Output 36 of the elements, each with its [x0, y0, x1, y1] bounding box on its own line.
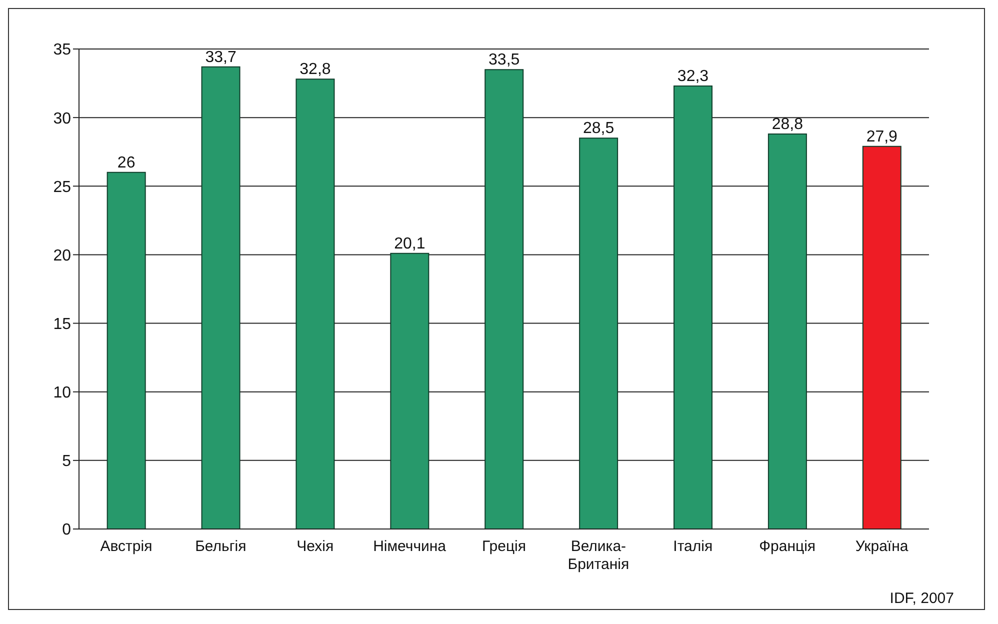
data-label: 33,5: [488, 52, 520, 69]
x-tick-label: Греція: [482, 538, 526, 555]
bar: [106, 172, 146, 529]
data-label: 28,5: [582, 120, 614, 138]
data-label: 20,1: [394, 235, 426, 252]
x-tick-label: Італія: [673, 538, 713, 555]
y-tick-label: 5: [62, 453, 72, 470]
data-label: 32,3: [677, 68, 709, 86]
x-tick-label: Велика-Британія: [568, 538, 630, 573]
bar: [201, 66, 240, 529]
bar: [768, 134, 807, 529]
bar: [390, 252, 430, 529]
data-label: 28,8: [772, 116, 804, 134]
y-tick-label: 35: [53, 42, 72, 59]
y-tick-label: 0: [62, 522, 72, 539]
data-label: 33,7: [205, 48, 236, 66]
x-tick-label: Чехія: [296, 538, 334, 555]
bar: [484, 69, 524, 529]
bar: [296, 78, 335, 529]
x-tick-label: Австрія: [100, 538, 152, 555]
data-label: 26: [117, 154, 136, 172]
x-tick-label: Україна: [855, 538, 909, 555]
y-tick-label: 15: [53, 316, 72, 333]
text: IDF, 2007: [890, 590, 954, 607]
y-tick-label: 25: [53, 178, 72, 196]
bar: [674, 86, 712, 529]
bar: [579, 138, 618, 529]
x-tick-label: Бельгія: [195, 538, 246, 555]
bar: [862, 146, 902, 529]
y-tick-label: 20: [53, 247, 72, 264]
y-tick-label: 30: [53, 110, 72, 128]
data-label: 32,8: [300, 61, 331, 78]
data-label: 27,9: [866, 128, 898, 146]
x-tick-label: Німеччина: [373, 538, 447, 555]
x-tick-label: Франція: [759, 538, 816, 555]
y-tick-label: 10: [53, 384, 72, 402]
